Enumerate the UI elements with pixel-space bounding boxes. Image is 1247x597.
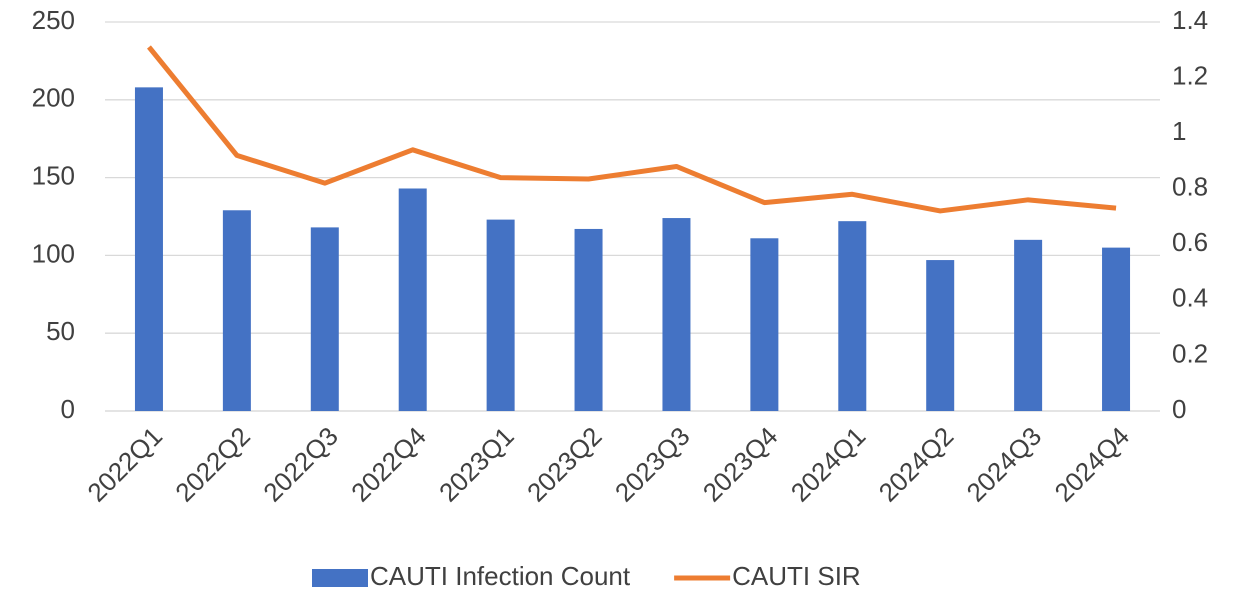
x-tick-label: 2024Q3 (961, 421, 1048, 508)
x-tick-label: 2023Q1 (433, 421, 520, 508)
bar (1102, 247, 1131, 411)
x-tick-label: 2022Q2 (169, 421, 256, 508)
y-tick-label: 100 (32, 238, 75, 268)
x-tick-label: 2022Q4 (345, 421, 432, 508)
bar (486, 219, 515, 411)
bar (926, 260, 955, 411)
legend-swatch (312, 569, 368, 587)
bar (1014, 239, 1043, 411)
y2-tick-label: 0 (1172, 394, 1186, 424)
y2-tick-label: 1.2 (1172, 60, 1208, 90)
y2-tick-label: 1.4 (1172, 5, 1208, 35)
x-tick-label: 2022Q1 (81, 421, 168, 508)
bar (838, 221, 867, 411)
bar (310, 227, 339, 411)
x-tick-label: 2024Q2 (873, 421, 960, 508)
bar (750, 238, 779, 411)
bar (574, 228, 603, 411)
y-tick-label: 250 (32, 5, 75, 35)
line (147, 45, 1117, 214)
y2-tick-label: 1 (1172, 116, 1186, 146)
x-tick-label: 2023Q4 (697, 421, 784, 508)
y2-tick-label: 0.6 (1172, 227, 1208, 257)
y2-tick-label: 0.8 (1172, 172, 1208, 202)
y-tick-label: 0 (61, 394, 75, 424)
y-tick-label: 50 (46, 316, 75, 346)
x-tick-label: 2024Q4 (1049, 421, 1136, 508)
bar (398, 188, 427, 411)
x-tick-label: 2023Q2 (521, 421, 608, 508)
x-tick-label: 2023Q3 (609, 421, 696, 508)
y2-tick-label: 0.2 (1172, 338, 1208, 368)
x-tick-label: 2022Q3 (257, 421, 344, 508)
legend-label: CAUTI SIR (732, 561, 861, 591)
x-tick-label: 2024Q1 (785, 421, 872, 508)
bar (134, 87, 163, 412)
y-tick-label: 200 (32, 83, 75, 113)
y-tick-label: 150 (32, 160, 75, 190)
bar (662, 218, 691, 411)
bar (222, 210, 251, 411)
legend-label: CAUTI Infection Count (370, 561, 631, 591)
y2-tick-label: 0.4 (1172, 283, 1208, 313)
